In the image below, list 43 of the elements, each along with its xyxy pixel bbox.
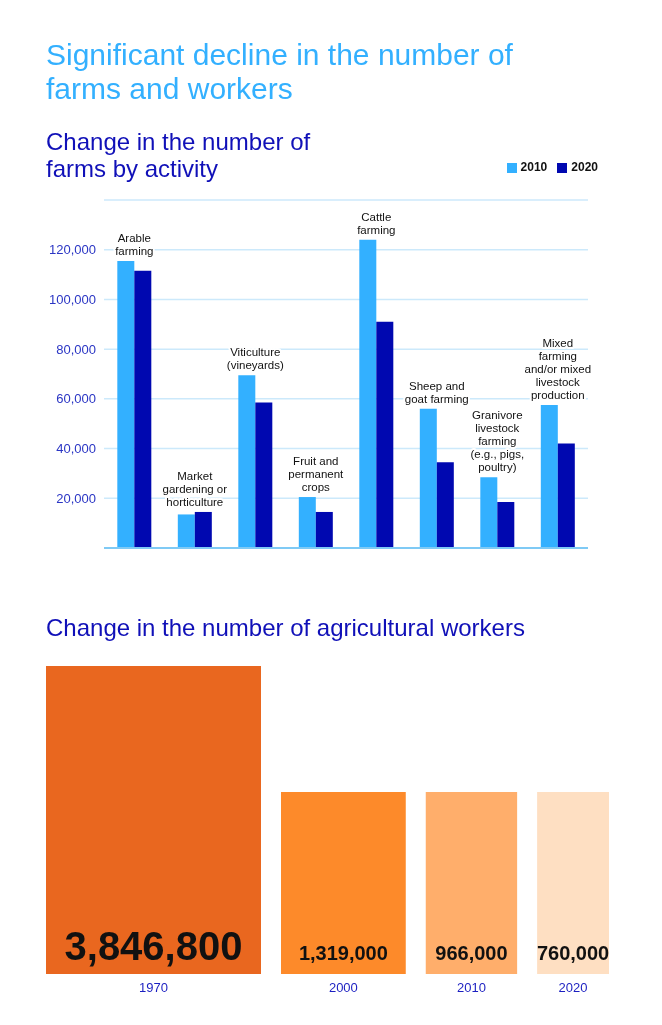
y-tick-label: 40,000: [56, 441, 96, 457]
bar: [194, 511, 212, 548]
x-tick-label: Cattle farming: [357, 210, 396, 236]
bar: [557, 443, 575, 548]
x-tick-label: Viticulture (vineyards): [226, 346, 284, 372]
y-tick-label: 20,000: [56, 490, 96, 506]
bar: [376, 321, 394, 548]
category-label: 1970: [139, 980, 168, 995]
category-label: 2000: [328, 980, 358, 995]
bar: [298, 497, 316, 548]
bar: [359, 239, 377, 548]
bar: [255, 402, 273, 548]
bar: [315, 511, 333, 548]
x-tick-label: Arable farming: [115, 231, 154, 257]
bar: [419, 408, 437, 548]
category-label: 2010: [456, 980, 486, 995]
data-label: 1,319,000: [298, 942, 388, 964]
text: Change in the number of agricultural workers: [46, 614, 526, 642]
data-label: 966,000: [435, 942, 508, 964]
bar: [177, 514, 195, 548]
chart-subtitle: Change in the number of farms by activity: [46, 128, 312, 182]
x-tick-label: Sheep and goat farming: [404, 379, 469, 405]
category-label: 2020: [558, 980, 588, 995]
data-label: 760,000: [536, 942, 610, 964]
bar: [480, 477, 498, 548]
y-tick-label: 80,000: [56, 341, 96, 357]
x-tick-label: Granivore livestock farming (e.g., pigs, poultry): [470, 409, 525, 474]
bar: [117, 260, 135, 548]
bar: [540, 405, 558, 548]
y-tick-label: 120,000: [49, 242, 96, 258]
data-label: 3,846,800: [64, 924, 243, 968]
y-tick-label: 60,000: [56, 391, 96, 407]
bar: [497, 502, 515, 548]
legend-label: 2010: [520, 160, 548, 174]
y-tick-label: 100,000: [49, 292, 96, 308]
chart-title: Significant decline in the number of farms and workers: [46, 38, 514, 106]
bar: [238, 375, 256, 548]
legend-label: 2020: [571, 160, 598, 174]
x-tick-label: Mixed farming and/or mixed livestock production: [524, 337, 592, 402]
x-tick-label: Market gardening or horticulture: [162, 469, 228, 508]
x-tick-label: Fruit and permanent crops: [288, 455, 345, 494]
bar: [436, 462, 454, 548]
bar: [134, 270, 152, 548]
